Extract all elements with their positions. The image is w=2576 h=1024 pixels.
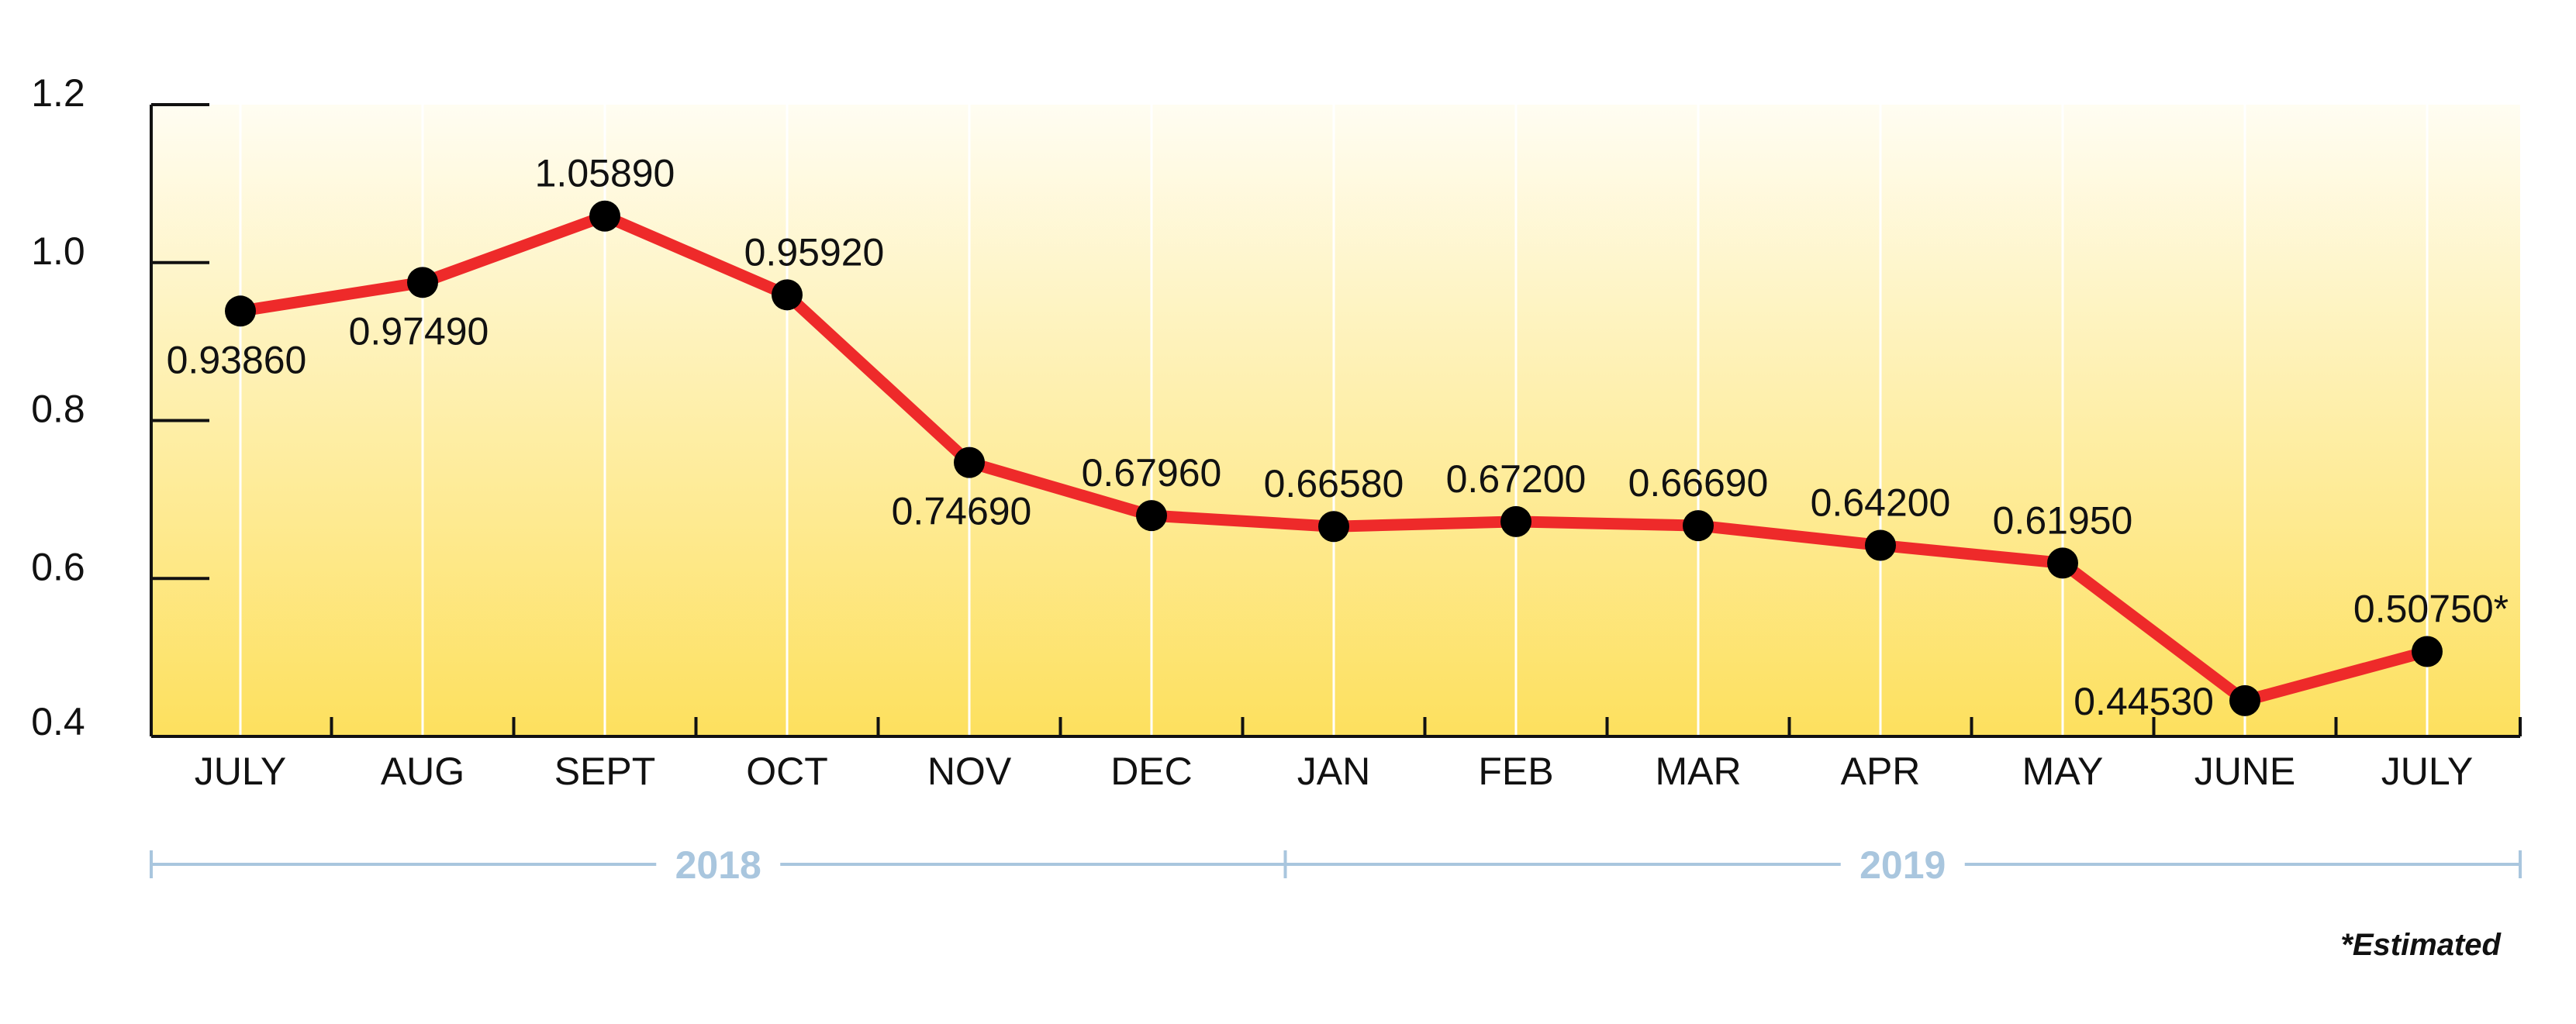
footnote: *Estimated xyxy=(2340,928,2502,962)
x-tick-label: FEB xyxy=(1478,750,1553,793)
x-tick-label: MAR xyxy=(1655,750,1741,793)
data-label: 0.44530 xyxy=(2074,680,2214,723)
data-label: 0.95920 xyxy=(744,230,885,274)
data-label: 0.66580 xyxy=(1264,462,1404,505)
y-tick-label: 1.0 xyxy=(31,229,85,273)
y-tick-label: 0.6 xyxy=(31,545,85,588)
data-label: 0.66690 xyxy=(1628,461,1769,505)
data-label: 0.93860 xyxy=(167,338,307,381)
data-point xyxy=(2229,684,2260,716)
data-label: 0.67200 xyxy=(1446,457,1587,501)
data-point xyxy=(1318,511,1349,543)
series xyxy=(225,200,2443,716)
data-label: 1.05890 xyxy=(535,152,675,195)
x-tick-label: MAY xyxy=(2022,750,2104,793)
x-tick-label: APR xyxy=(1841,750,1921,793)
x-tick-label: DEC xyxy=(1110,750,1193,793)
data-label: 0.74690 xyxy=(892,490,1032,533)
x-tick-label: OCT xyxy=(746,750,828,793)
data-point xyxy=(954,446,985,478)
data-point xyxy=(589,200,620,232)
year-label: 2019 xyxy=(1859,843,1946,887)
data-label: 0.67960 xyxy=(1082,451,1222,495)
data-label: 0.50750* xyxy=(2353,587,2509,630)
x-tick-label: AUG xyxy=(381,750,464,793)
x-tick-label: JUNE xyxy=(2194,750,2296,793)
data-label: 0.61950 xyxy=(1993,498,2133,542)
x-tick-label: JULY xyxy=(195,750,287,793)
data-label: 0.64200 xyxy=(1811,481,1951,524)
x-tick-label: NOV xyxy=(927,750,1012,793)
y-tick-label: 1.2 xyxy=(31,71,85,115)
data-point xyxy=(1136,500,1167,532)
data-point xyxy=(2412,636,2443,667)
x-tick-label: JULY xyxy=(2381,750,2474,793)
data-point xyxy=(2047,547,2078,579)
data-point xyxy=(1500,505,1531,537)
year-label: 2018 xyxy=(675,843,761,887)
y-tick-label: 0.4 xyxy=(31,700,85,743)
labels: 0.93860 0.97490 1.05890 0.95920 0.74690 0.679… xyxy=(167,152,2509,723)
data-point xyxy=(772,279,803,311)
x-tick-label: SEPT xyxy=(554,750,656,793)
y-tick-label: 0.8 xyxy=(31,388,85,431)
data-point xyxy=(1865,529,1896,561)
data-point xyxy=(1683,510,1714,542)
data-label: 0.97490 xyxy=(349,309,489,353)
axes: 0.4 0.6 0.8 1.0 1.2 JULY AUG SEPT OCT NOV DEC JAN FE… xyxy=(31,71,2522,887)
data-point xyxy=(225,295,256,327)
data-point xyxy=(407,267,438,298)
x-tick-label: JAN xyxy=(1297,750,1370,793)
plot-background xyxy=(151,105,2520,736)
